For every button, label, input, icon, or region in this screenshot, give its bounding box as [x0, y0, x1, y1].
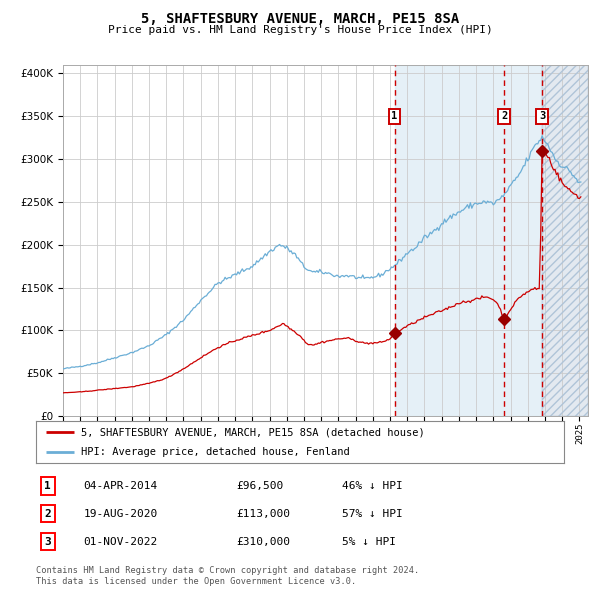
- Text: This data is licensed under the Open Government Licence v3.0.: This data is licensed under the Open Gov…: [36, 577, 356, 586]
- Text: £96,500: £96,500: [236, 481, 284, 491]
- Text: 3: 3: [44, 537, 51, 547]
- Bar: [542, 65, 588, 416]
- Bar: [395, 65, 542, 416]
- Text: Contains HM Land Registry data © Crown copyright and database right 2024.: Contains HM Land Registry data © Crown c…: [36, 566, 419, 575]
- Text: 1: 1: [391, 112, 398, 122]
- Text: 5, SHAFTESBURY AVENUE, MARCH, PE15 8SA (detached house): 5, SHAFTESBURY AVENUE, MARCH, PE15 8SA (…: [81, 427, 425, 437]
- Text: 01-NOV-2022: 01-NOV-2022: [83, 537, 158, 547]
- Bar: [542, 65, 588, 416]
- Text: 3: 3: [539, 112, 545, 122]
- Text: 04-APR-2014: 04-APR-2014: [83, 481, 158, 491]
- Text: Price paid vs. HM Land Registry's House Price Index (HPI): Price paid vs. HM Land Registry's House …: [107, 25, 493, 35]
- Text: 5, SHAFTESBURY AVENUE, MARCH, PE15 8SA: 5, SHAFTESBURY AVENUE, MARCH, PE15 8SA: [141, 12, 459, 26]
- Text: £113,000: £113,000: [236, 509, 290, 519]
- Text: 57% ↓ HPI: 57% ↓ HPI: [342, 509, 403, 519]
- Text: 1: 1: [44, 481, 51, 491]
- Text: 2: 2: [44, 509, 51, 519]
- Text: £310,000: £310,000: [236, 537, 290, 547]
- Text: HPI: Average price, detached house, Fenland: HPI: Average price, detached house, Fenl…: [81, 447, 350, 457]
- Text: 5% ↓ HPI: 5% ↓ HPI: [342, 537, 396, 547]
- Text: 2: 2: [501, 112, 507, 122]
- Text: 46% ↓ HPI: 46% ↓ HPI: [342, 481, 403, 491]
- Text: 19-AUG-2020: 19-AUG-2020: [83, 509, 158, 519]
